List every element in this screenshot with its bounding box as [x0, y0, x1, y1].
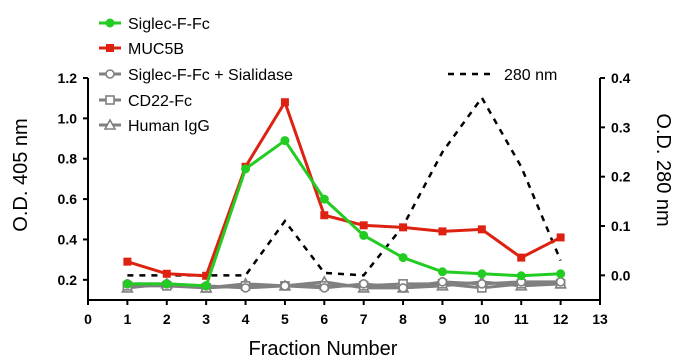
axes — [83, 77, 605, 305]
legend-item: MUC5B — [99, 41, 184, 58]
x-tick-label: 4 — [242, 311, 250, 327]
data-point — [477, 225, 486, 234]
data-point — [201, 281, 211, 291]
legend-marker — [105, 95, 115, 105]
data-point — [123, 257, 132, 266]
data-point — [398, 253, 408, 263]
series-line — [126, 98, 562, 278]
data-point — [477, 269, 487, 279]
x-tick-label: 9 — [439, 311, 447, 327]
data-point — [122, 279, 132, 289]
data-point — [319, 283, 330, 293]
data-point — [556, 269, 566, 279]
legend-item: Human IgG — [99, 118, 210, 135]
legend-item: Siglec-F-Fc + Sialidase — [99, 67, 293, 84]
y-tick-label: 0.6 — [58, 191, 78, 207]
x-tick-label: 12 — [553, 311, 569, 327]
data-point — [556, 233, 565, 242]
data-point — [280, 281, 290, 291]
series-line — [127, 138, 561, 288]
x-tick-label: 1 — [123, 311, 131, 327]
data-point — [516, 271, 526, 281]
legend-marker — [105, 18, 115, 28]
y2-tick-label: 0.3 — [611, 119, 631, 135]
y-tick-label: 0.4 — [58, 231, 78, 247]
y2-axis-title: O.D. 280 nm — [652, 113, 674, 226]
data-point — [280, 136, 290, 146]
legend-item: 280 nm — [448, 67, 557, 84]
legend-marker — [106, 44, 114, 52]
y2-tick-label: 0.4 — [611, 70, 631, 86]
series-siglec-f-fc — [122, 136, 566, 291]
legend-label: Siglec-F-Fc + Sialidase — [128, 67, 293, 84]
x-tick-label: 11 — [514, 311, 529, 327]
data-point — [359, 230, 369, 240]
data-point — [202, 271, 211, 280]
data-point — [320, 211, 329, 220]
x-tick-label: 0 — [84, 311, 92, 327]
legend-marker — [105, 69, 115, 79]
legend-label: 280 nm — [504, 67, 557, 84]
x-tick-label: 2 — [163, 311, 171, 327]
data-point — [241, 164, 251, 174]
legend-label: MUC5B — [128, 41, 184, 58]
data-point — [555, 277, 566, 287]
plot-area — [121, 95, 567, 293]
data-point — [240, 283, 251, 293]
y-tick-label: 1.0 — [58, 110, 78, 126]
x-tick-label: 8 — [399, 311, 407, 327]
data-point — [517, 253, 526, 262]
data-point — [319, 194, 329, 204]
data-point — [437, 277, 448, 287]
legend: Siglec-F-Fc MUC5B Siglec-F-Fc + Sialidase C… — [99, 16, 557, 135]
y2-tick-label: 0.0 — [611, 267, 631, 283]
y2-tick-label: 0.2 — [611, 169, 631, 185]
tick-labels: 0 1 2 3 4 5 6 7 8 9 10 11 12 130.20.40.60.81.01.20.00… — [58, 70, 631, 327]
data-point — [358, 279, 369, 289]
x-axis-title: Fraction Number — [249, 338, 398, 360]
x-tick-label: 13 — [592, 311, 608, 327]
data-point — [162, 279, 172, 289]
data-point — [477, 279, 487, 289]
y-axis-title: O.D. 405 nm — [10, 118, 32, 231]
legend-item: Siglec-F-Fc — [99, 16, 210, 33]
legend-label: Siglec-F-Fc — [128, 16, 210, 33]
data-point — [280, 98, 289, 107]
data-point — [437, 267, 447, 277]
x-tick-label: 6 — [320, 311, 328, 327]
data-point — [162, 269, 171, 278]
x-tick-label: 5 — [281, 311, 289, 327]
x-tick-label: 3 — [202, 311, 210, 327]
legend-label: Human IgG — [128, 118, 210, 135]
y-tick-label: 0.2 — [58, 272, 78, 288]
legend-marker — [103, 118, 117, 130]
legend-label: CD22-Fc — [128, 93, 192, 110]
legend-item: CD22-Fc — [99, 93, 192, 110]
data-point — [399, 223, 408, 232]
x-tick-label: 10 — [474, 311, 490, 327]
y-tick-label: 1.2 — [58, 70, 78, 86]
data-point — [359, 221, 368, 230]
data-point — [398, 283, 408, 293]
y2-tick-label: 0.1 — [611, 218, 631, 234]
x-tick-label: 7 — [360, 311, 368, 327]
data-point — [438, 227, 447, 236]
y-tick-label: 0.8 — [58, 151, 78, 167]
